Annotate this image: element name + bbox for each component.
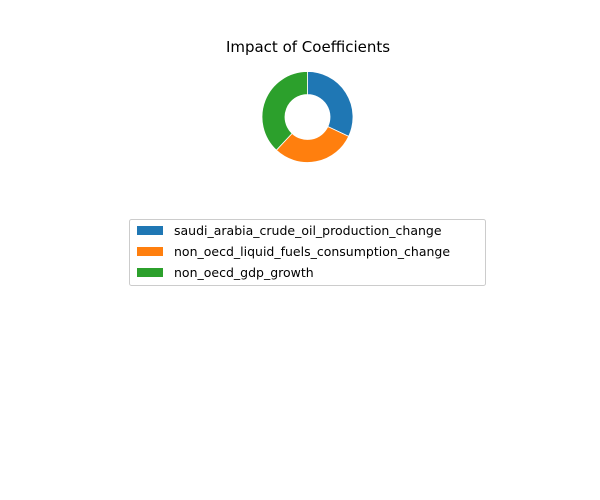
legend-label-non-oecd-gdp: non_oecd_gdp_growth (174, 265, 314, 280)
legend: saudi_arabia_crude_oil_production_change… (129, 219, 486, 286)
donut-slice-saudi-arabia (307, 71, 354, 137)
legend-swatch-saudi-arabia (137, 226, 163, 235)
legend-swatch-non-oecd-liquid-fuels (137, 247, 163, 256)
legend-label-non-oecd-liquid-fuels: non_oecd_liquid_fuels_consumption_change (174, 244, 450, 259)
legend-frame (129, 219, 486, 286)
donut-slice-non-oecd-gdp (261, 71, 308, 151)
chart-title: Impact of Coefficients (226, 38, 390, 56)
legend-label-saudi-arabia: saudi_arabia_crude_oil_production_change (174, 223, 442, 238)
legend-swatch-non-oecd-gdp (137, 268, 163, 277)
donut-slice-non-oecd-liquid-fuels (275, 126, 350, 163)
donut-chart (261, 71, 354, 163)
